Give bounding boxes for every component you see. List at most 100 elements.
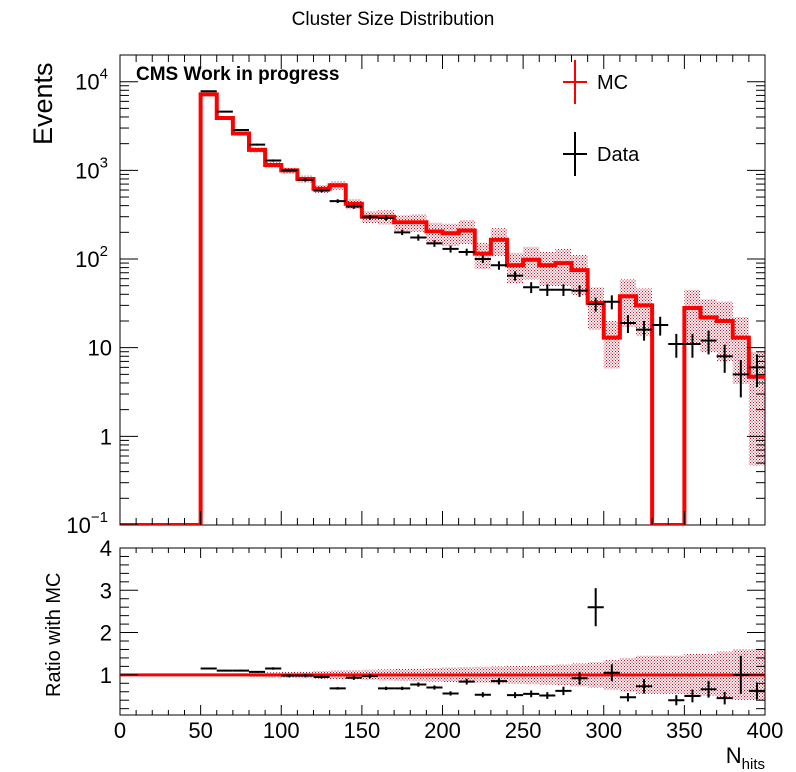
ratio-point [345, 675, 362, 680]
ratio-point [249, 670, 266, 673]
tick-label-exponent: 3 [100, 154, 108, 171]
mc-band-bin [636, 288, 653, 337]
mc-band-bin [748, 352, 765, 466]
ratio-point [668, 695, 685, 706]
ratio-point [603, 664, 620, 682]
top-axis-ticks [119, 54, 766, 526]
data-point [313, 188, 330, 193]
mc-band-bin [490, 228, 507, 257]
y-axis-label-events: Events [28, 62, 58, 145]
ratio-point [361, 673, 378, 679]
data-point [507, 271, 524, 281]
tick-label-base: 10 [66, 513, 90, 538]
x-tick-label: 200 [424, 718, 461, 743]
mc-band-bin [716, 301, 733, 362]
ratio-point [200, 667, 217, 670]
ratio-point [329, 687, 346, 690]
x-tick-label: 400 [747, 718, 784, 743]
data-point [426, 240, 443, 247]
mc-band-bin [732, 317, 749, 384]
ratio-point [555, 686, 572, 696]
ratio-point [490, 677, 507, 685]
data-point [410, 234, 427, 241]
data-point [732, 360, 749, 398]
data-point [652, 316, 669, 336]
data-point [555, 284, 572, 297]
legend-label-data: Data [597, 144, 640, 166]
ratio-point [636, 679, 653, 694]
ratio-point [539, 692, 556, 699]
x-tick-label: 250 [505, 718, 542, 743]
tick-label-exponent: −1 [91, 509, 108, 526]
bottom-axis-ticks [119, 547, 766, 715]
mc-histogram-line [120, 92, 765, 525]
top-y-tick-label: 103 [75, 154, 108, 183]
mc-histogram [120, 92, 765, 525]
legend-label-mc: MC [597, 72, 628, 94]
bottom-y-tick-labels: 1 2 3 4 [100, 536, 112, 688]
x-tick-label: 50 [188, 718, 212, 743]
ratio-point [313, 675, 330, 679]
tick-label-base: 10 [75, 158, 99, 183]
ratio-point [732, 655, 749, 694]
data-point [700, 330, 717, 355]
top-y-tick-label: 10 [88, 336, 112, 361]
mc-band-bin [684, 289, 701, 344]
ratio-point [232, 669, 249, 672]
data-point [249, 143, 266, 146]
cms-annotation: CMS Work in progress [136, 64, 339, 85]
ratio-point [507, 692, 524, 699]
top-y-tick-label: 10−1 [66, 509, 108, 538]
data-point [216, 110, 233, 113]
y-axis-label-ratio: Ratio with MC [43, 573, 65, 697]
bottom-y-tick-label: 1 [100, 663, 112, 688]
ratio-point [684, 689, 701, 703]
mc-band-bin [539, 251, 556, 287]
data-point [587, 297, 604, 312]
data-point [458, 248, 475, 256]
mc-band-bin [523, 246, 540, 280]
ratio-points [200, 588, 765, 706]
data-point [200, 90, 217, 93]
top-y-tick-label: 1 [100, 424, 112, 449]
mc-uncertainty-band [200, 93, 765, 466]
bottom-y-tick-label: 2 [100, 621, 112, 646]
x-tick-labels: 0 50 100 150 200 250 300 350 400 [114, 718, 783, 743]
data-point [232, 129, 249, 132]
x-axis-label: Nhits [726, 743, 765, 772]
x-tick-label: 100 [263, 718, 300, 743]
ratio-point [442, 691, 459, 696]
legend-entry-mc: MC [563, 60, 628, 104]
mc-band-bin [700, 299, 717, 353]
data-point [265, 159, 282, 162]
ratio-panel: 1 2 3 4 0 50 100 150 200 250 300 350 400 Ratio with… [43, 536, 783, 772]
data-point [619, 314, 636, 334]
chart-title: Cluster Size Distribution [292, 9, 495, 30]
ratio-point [410, 682, 427, 687]
x-tick-label: 350 [666, 718, 703, 743]
data-point [490, 261, 507, 270]
bottom-y-tick-label: 4 [100, 536, 112, 561]
data-point [603, 295, 620, 310]
data-point [442, 245, 459, 253]
ratio-point [265, 667, 282, 670]
x-axis-label-sub: hits [742, 756, 765, 772]
ratio-point [716, 691, 733, 705]
tick-label-base: 10 [75, 70, 99, 95]
data-point [571, 285, 588, 297]
mc-band-bin [603, 320, 620, 369]
mc-band-bin [619, 279, 636, 328]
data-point [636, 320, 653, 341]
data-point [716, 344, 733, 373]
data-points [200, 90, 765, 398]
ratio-point [281, 673, 298, 678]
x-axis-label-main: N [726, 743, 742, 768]
data-point [394, 229, 411, 236]
mc-band-bin [555, 248, 572, 287]
tick-label-exponent: 4 [100, 66, 108, 83]
data-point [684, 333, 701, 358]
ratio-point [378, 686, 395, 691]
ratio-point [474, 692, 491, 698]
